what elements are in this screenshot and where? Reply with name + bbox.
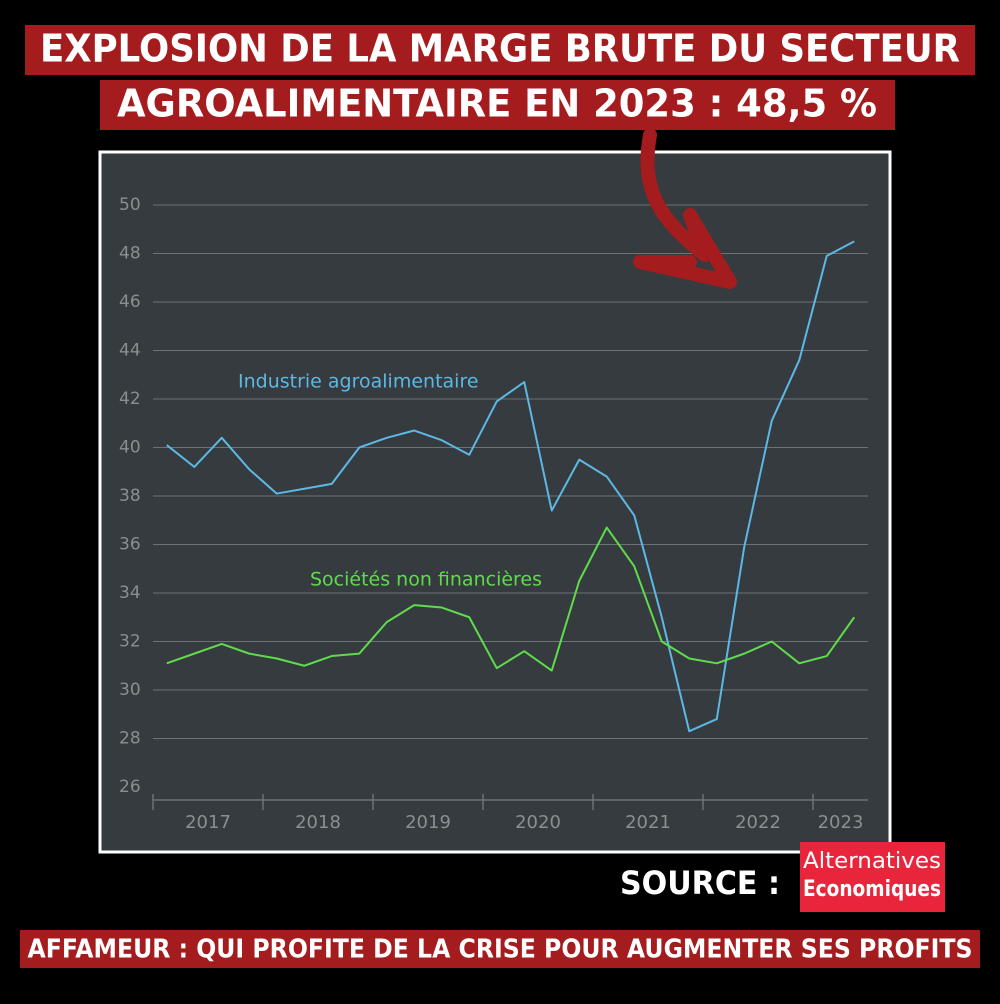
x-tick-label: 2020 [515, 812, 561, 833]
x-tick-label: 2023 [818, 812, 864, 833]
title-banner [100, 80, 895, 130]
y-tick-label: 48 [119, 244, 141, 264]
y-tick-label: 44 [119, 341, 141, 361]
source-label: SOURCE : [620, 864, 780, 902]
y-tick-label: 30 [119, 680, 141, 700]
source-logo [800, 842, 945, 912]
y-tick-label: 40 [119, 438, 141, 458]
y-tick-label: 34 [119, 583, 141, 603]
footer-text: AFFAMEUR : QUI PROFITE DE LA CRISE POUR … [28, 935, 973, 965]
series-label: Industrie agroalimentaire [238, 371, 479, 393]
title-line: AGROALIMENTAIRE EN 2023 : 48,5 % [117, 82, 877, 126]
y-tick-label: 28 [119, 729, 141, 749]
title-banner [25, 25, 975, 75]
y-tick-label: 42 [119, 389, 141, 409]
logo-text: Economiques [803, 877, 941, 902]
chart-panel [98, 150, 892, 854]
y-tick-label: 36 [119, 535, 141, 555]
series-line [166, 526, 856, 672]
x-tick-label: 2018 [295, 812, 341, 833]
x-tick-label: 2017 [185, 812, 231, 833]
x-tick-label: 2021 [625, 812, 671, 833]
series-label: Sociétés non financières [310, 569, 542, 591]
series-line [166, 240, 855, 733]
chart: 26 28 30 32 34 36 38 40 42 44 46 48 50 2017 2018 2019 20… [119, 195, 868, 833]
x-tick-label: 2019 [405, 812, 451, 833]
title-line: EXPLOSION DE LA MARGE BRUTE DU SECTEUR [40, 27, 960, 71]
x-tick-label: 2022 [735, 812, 781, 833]
y-tick-label: 26 [119, 777, 141, 797]
y-tick-label: 50 [119, 195, 141, 215]
logo-text: Alternatives [803, 849, 941, 874]
arrow [633, 128, 737, 289]
y-tick-label: 46 [119, 292, 141, 312]
y-tick-label: 32 [119, 632, 141, 652]
y-tick-label: 38 [119, 486, 141, 506]
footer-banner [20, 930, 980, 968]
